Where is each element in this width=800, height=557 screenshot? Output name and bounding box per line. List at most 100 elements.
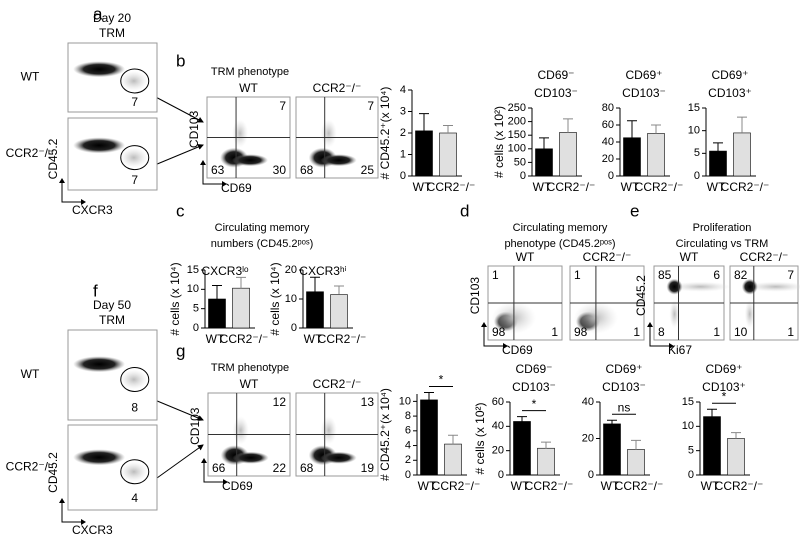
axis-label: Ki67 [668,343,692,357]
chart-title: CD103⁺ [708,86,752,100]
panel-title: Circulating vs TRM [676,238,769,250]
gate [120,145,150,171]
gate [120,459,150,485]
quadrant-percent: 68 [300,461,314,475]
error-bar [236,276,246,289]
x-tick-label: CCR2⁻/⁻ [547,180,596,194]
x-tick-label: CCR2⁻/⁻ [721,180,770,194]
arrow-head [201,458,207,463]
y-tick-label: 0 [688,469,694,481]
y-tick-label: 20 [285,264,297,276]
arrow-head [647,322,653,327]
significance-label: * [439,373,444,387]
axis-label: CD69 [222,479,253,493]
arrow-head [200,160,206,165]
cell-cloud [320,451,357,464]
x-tick-label: WT [511,479,530,493]
bar [415,130,433,177]
x-tick-label: WT [533,180,552,194]
cell-cloud [232,451,269,464]
x-tick-label: WT [707,180,726,194]
bar [537,447,555,476]
arrow [149,444,204,484]
chart-title: CD103⁻ [602,380,646,394]
y-tick-label: 60 [602,119,614,131]
panel-title: TRM phenotype [211,66,289,78]
quadrant-percent: 22 [273,461,287,475]
panel-letter: f [93,281,98,300]
chart-title: CXCR3ˡᵒ [201,264,249,278]
axis-label: CD69 [502,343,533,357]
quadrant-percent: 82 [734,268,748,282]
quadrant-percent: 7 [367,99,374,113]
quadrant-percent: 7 [279,99,286,113]
error-bar [424,392,434,400]
y-tick-label: 50 [514,156,526,168]
cell-cloud [744,300,755,329]
bar [330,294,348,329]
row-label: WT [21,70,40,84]
significance-label: ns [618,400,631,414]
bar [709,150,727,177]
bar [703,416,721,476]
y-tick-label: 40 [582,396,594,408]
quadrant-percent: 1 [551,325,558,339]
axis-label: # CD45.2⁺(x 10⁴) [378,87,392,180]
y-tick-label: 10 [285,293,297,305]
y-tick-label: 0 [694,170,700,182]
y-tick-label: 200 [508,116,526,128]
quadrant-percent: 63 [211,163,225,177]
panel-title: Circulating memory [215,222,310,234]
row-label: CCR2⁻/⁻ [6,146,55,160]
cell-cloud [73,449,126,466]
panel-title: TRM [99,313,125,327]
panel-letter: a [93,4,103,23]
axis-arrow [61,500,84,523]
panel-title: TRM [99,26,125,40]
axis-label: # CD45.2⁺(x 10⁴) [378,388,392,481]
chart-title: CXCR3ʰⁱ [299,264,346,278]
condition-label: CCR2⁻/⁻ [313,377,362,391]
quadrant-percent: 6 [713,268,720,282]
y-tick-label: 0 [608,170,614,182]
bar [603,423,621,476]
y-tick-label: 15 [187,264,199,276]
axis-label: CXCR3 [72,203,113,217]
x-tick-label: WT [601,479,620,493]
y-tick-label: 0 [588,469,594,481]
condition-label: WT [240,377,259,391]
condition-label: WT [516,250,535,264]
axis-arrow [202,162,225,185]
error-bar [310,276,320,292]
gate-percent: 8 [131,400,138,414]
arrow [149,93,204,123]
y-tick-label: 4 [400,84,406,96]
axis-arrow [203,460,226,483]
y-tick-label: 150 [508,129,526,141]
error-bar [737,116,747,133]
cell-cloud [669,300,680,329]
error-bar [212,284,222,299]
quadrant-percent: 85 [658,268,672,282]
cell-cloud [119,147,148,168]
x-tick-label: CCR2⁻/⁻ [525,479,574,493]
y-tick-label: 5 [193,303,199,315]
axis-label: CD103 [468,277,482,315]
x-tick-label: CCR2⁻/⁻ [432,479,481,493]
y-tick-label: 40 [602,136,614,148]
panel-title: Circulating memory [513,222,608,234]
y-tick-label: 0 [520,170,526,182]
y-tick-label: 2 [405,454,411,466]
axis-label: CD103 [187,110,201,148]
condition-label: CCR2⁻/⁻ [313,81,362,95]
cell-cloud [119,70,148,91]
y-tick-label: 250 [508,102,526,114]
y-tick-label: 10 [682,420,694,432]
arrow-head [481,322,487,327]
panel-letter: c [176,201,185,220]
quadrant-percent: 98 [574,325,588,339]
y-tick-label: 0 [193,322,199,334]
arrow-head [503,343,508,349]
x-tick-label: WT [418,479,437,493]
arrow-head [222,181,227,187]
